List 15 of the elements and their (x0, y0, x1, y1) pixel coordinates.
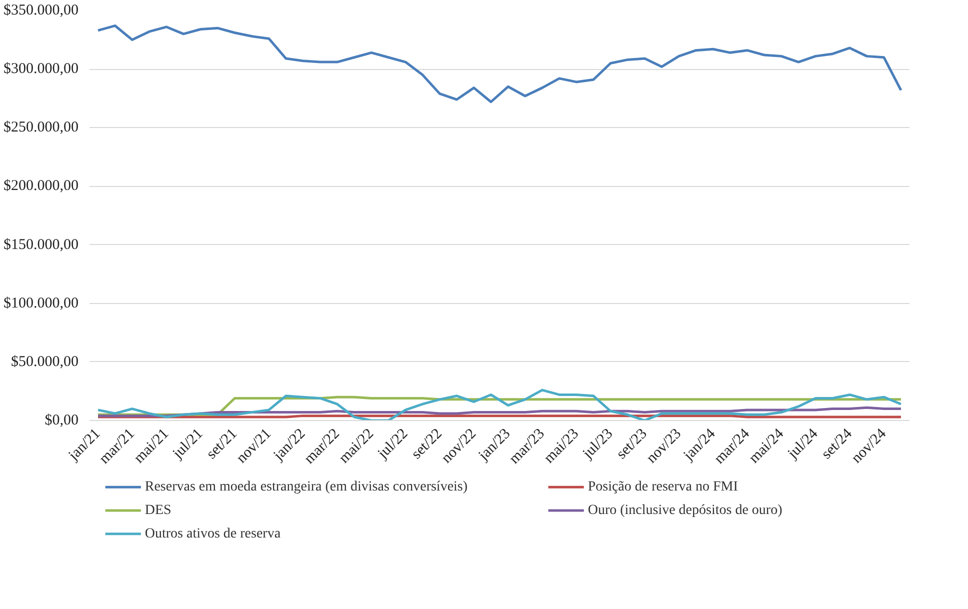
legend-label: Posição de reserva no FMI (588, 480, 738, 495)
y-tick-label: $350.000,00 (4, 2, 78, 18)
line-series (96, 24, 902, 104)
y-tick-label: $200.000,00 (4, 178, 78, 194)
legend-label: Outros ativos de reserva (144, 526, 282, 542)
legend-label: Reservas em moeda estrangeira (em divisas conversíveis) (144, 480, 468, 495)
legend-label: Ouro (inclusive depósitos de ouro) (588, 503, 783, 518)
legend-label: DES (144, 503, 172, 518)
y-tick-label: $100.000,00 (4, 295, 78, 312)
y-tick-label: $250.000,00 (4, 120, 78, 136)
y-tick-label: $0,00 (44, 412, 78, 428)
y-tick-label: $150.000,00 (4, 236, 78, 253)
y-tick-label: $50.000,00 (11, 354, 78, 370)
y-tick-label: $300.000,00 (4, 61, 78, 78)
line-series (96, 388, 902, 420)
